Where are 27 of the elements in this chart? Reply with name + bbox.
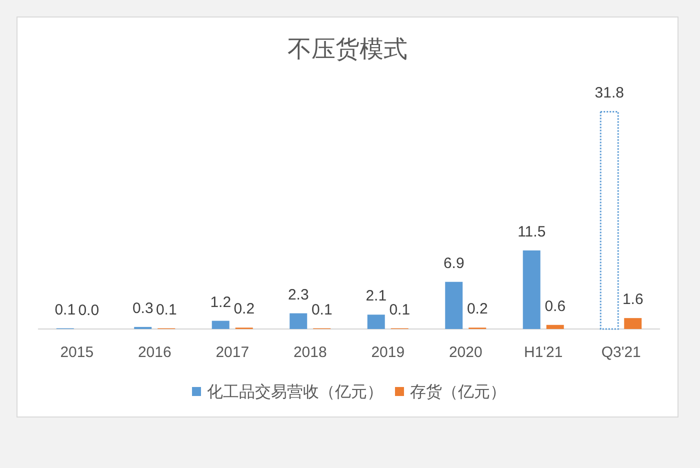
legend-label: 化工品交易营收（亿元） bbox=[207, 384, 383, 401]
data-label: 1.6 bbox=[622, 291, 644, 308]
data-label: 0.0 bbox=[78, 302, 100, 319]
data-label: 11.5 bbox=[518, 223, 546, 240]
data-label: 0.1 bbox=[311, 301, 332, 318]
data-label: 0.1 bbox=[389, 301, 410, 318]
x-tick-label: 2018 bbox=[293, 344, 327, 361]
data-label: 2.3 bbox=[288, 286, 309, 304]
data-label: 0.2 bbox=[234, 300, 255, 318]
x-tick-label: Q3'21 bbox=[601, 344, 641, 361]
title: 不压货模式 bbox=[288, 36, 408, 63]
x-tick-label: 2015 bbox=[60, 344, 94, 361]
legend-label: 存货（亿元） bbox=[410, 384, 506, 401]
data-label: 0.2 bbox=[466, 300, 488, 318]
data-label: 0.6 bbox=[544, 298, 566, 315]
x-tick-label: 2020 bbox=[448, 344, 482, 361]
data-label: 1.2 bbox=[210, 294, 232, 311]
x-tick-label: 2016 bbox=[138, 344, 172, 361]
x-tick-label: H1'21 bbox=[524, 344, 563, 361]
data-label: 0.1 bbox=[156, 301, 177, 318]
x-tick-label: 2019 bbox=[371, 344, 405, 361]
data-label: 31.8 bbox=[594, 84, 624, 102]
data-label: 6.9 bbox=[443, 254, 464, 272]
x-tick-label: 2017 bbox=[216, 344, 250, 361]
data-label: 0.1 bbox=[54, 301, 76, 318]
data-label: 2.1 bbox=[366, 288, 387, 305]
data-label: 0.3 bbox=[132, 300, 154, 317]
